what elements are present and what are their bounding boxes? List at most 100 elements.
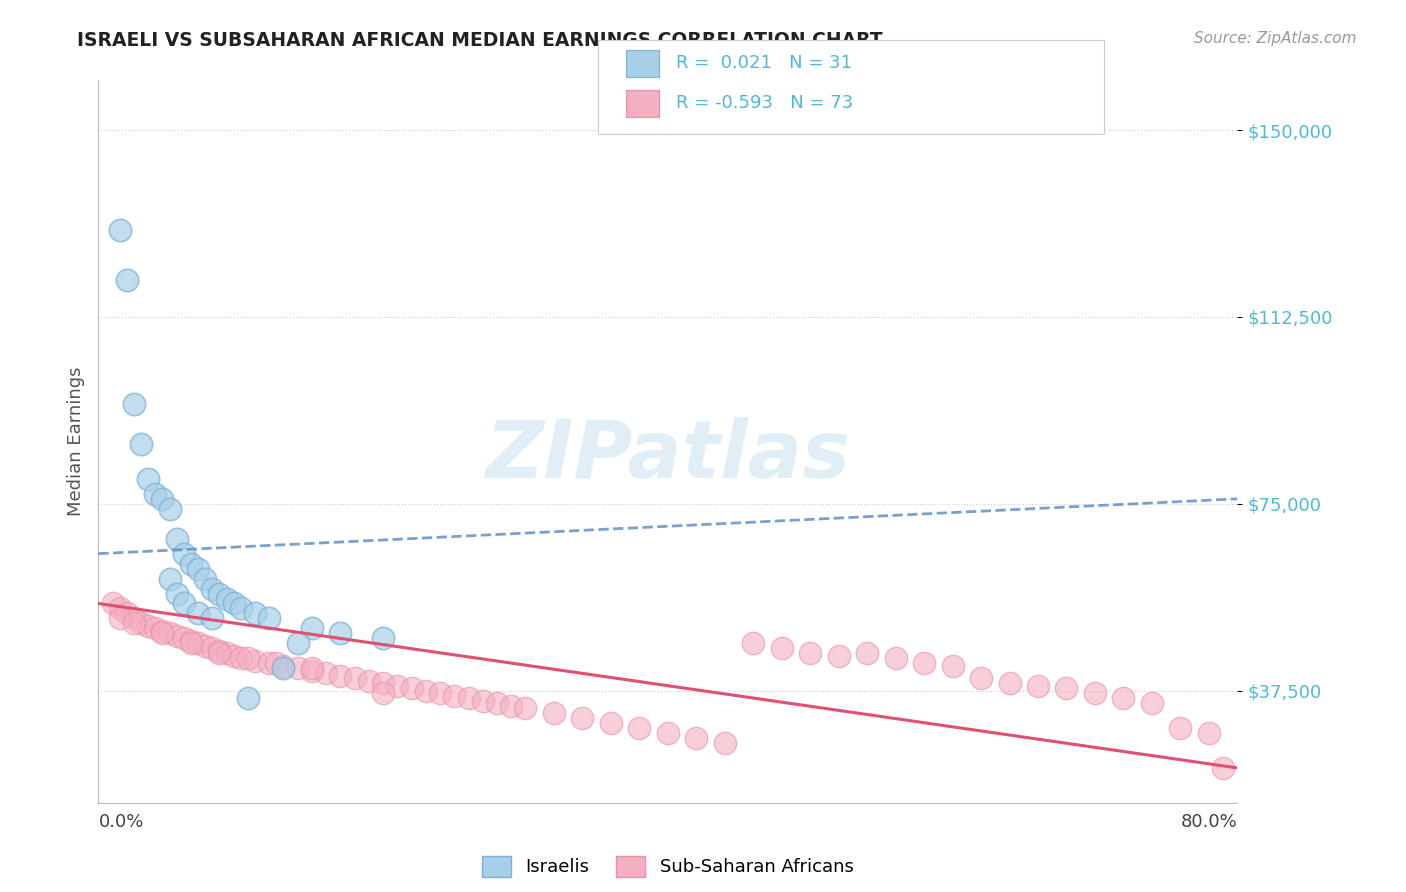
Point bbox=[657, 726, 679, 740]
Point bbox=[371, 632, 394, 646]
Point bbox=[122, 616, 145, 631]
Point bbox=[166, 629, 188, 643]
Point bbox=[1140, 696, 1163, 710]
Point bbox=[828, 648, 851, 663]
Point bbox=[115, 607, 138, 621]
Text: ISRAELI VS SUBSAHARAN AFRICAN MEDIAN EARNINGS CORRELATION CHART: ISRAELI VS SUBSAHARAN AFRICAN MEDIAN EAR… bbox=[77, 31, 883, 50]
Point bbox=[115, 272, 138, 286]
Point bbox=[429, 686, 451, 700]
Point bbox=[187, 607, 209, 621]
Point bbox=[543, 706, 565, 720]
Point bbox=[273, 658, 295, 673]
Point bbox=[201, 611, 224, 625]
Point bbox=[329, 669, 352, 683]
Point bbox=[159, 572, 181, 586]
Point bbox=[770, 641, 793, 656]
Point bbox=[315, 666, 337, 681]
Point bbox=[501, 698, 523, 713]
Point bbox=[1212, 761, 1234, 775]
Point bbox=[387, 679, 409, 693]
Text: Source: ZipAtlas.com: Source: ZipAtlas.com bbox=[1194, 31, 1357, 46]
Point bbox=[108, 223, 131, 237]
Point bbox=[329, 626, 352, 640]
Point bbox=[415, 683, 437, 698]
Point bbox=[159, 501, 181, 516]
Point bbox=[457, 691, 479, 706]
Point bbox=[136, 472, 159, 486]
Point bbox=[273, 661, 295, 675]
Point bbox=[201, 582, 224, 596]
Legend: Israelis, Sub-Saharan Africans: Israelis, Sub-Saharan Africans bbox=[482, 856, 853, 877]
Point bbox=[912, 657, 935, 671]
Point bbox=[259, 657, 281, 671]
Point bbox=[152, 491, 174, 506]
Point bbox=[1112, 691, 1135, 706]
Point bbox=[236, 691, 259, 706]
Text: 80.0%: 80.0% bbox=[1181, 813, 1237, 830]
Text: ZIPatlas: ZIPatlas bbox=[485, 417, 851, 495]
Point bbox=[1084, 686, 1107, 700]
Point bbox=[942, 658, 965, 673]
Point bbox=[194, 572, 217, 586]
Point bbox=[108, 611, 131, 625]
Text: R = -0.593   N = 73: R = -0.593 N = 73 bbox=[676, 95, 853, 112]
Text: 0.0%: 0.0% bbox=[98, 813, 143, 830]
Point bbox=[152, 624, 174, 638]
Point bbox=[970, 671, 993, 685]
Point bbox=[208, 646, 231, 660]
Point bbox=[145, 621, 167, 635]
Point bbox=[515, 701, 537, 715]
Point bbox=[571, 711, 593, 725]
Point bbox=[371, 676, 394, 690]
Point bbox=[166, 532, 188, 546]
Point bbox=[180, 633, 202, 648]
Point bbox=[222, 597, 245, 611]
Point bbox=[215, 646, 238, 660]
Point bbox=[856, 646, 879, 660]
Point bbox=[173, 597, 195, 611]
Point bbox=[173, 547, 195, 561]
Point bbox=[108, 601, 131, 615]
Point bbox=[301, 664, 323, 678]
Point bbox=[287, 636, 309, 650]
Point bbox=[301, 621, 323, 635]
Point bbox=[799, 646, 821, 660]
Point bbox=[243, 607, 266, 621]
Point bbox=[259, 611, 281, 625]
Point bbox=[129, 616, 152, 631]
Point bbox=[1056, 681, 1078, 696]
Point bbox=[180, 636, 202, 650]
Point bbox=[714, 736, 737, 750]
Point bbox=[180, 557, 202, 571]
Point bbox=[884, 651, 907, 665]
Point bbox=[145, 487, 167, 501]
Point bbox=[229, 601, 252, 615]
Point bbox=[1198, 726, 1220, 740]
Point bbox=[101, 597, 124, 611]
Point bbox=[166, 586, 188, 600]
Point bbox=[194, 639, 217, 653]
Point bbox=[998, 676, 1021, 690]
Point bbox=[443, 689, 465, 703]
Text: R =  0.021   N = 31: R = 0.021 N = 31 bbox=[676, 54, 852, 72]
Point bbox=[136, 619, 159, 633]
Point bbox=[187, 561, 209, 575]
Point bbox=[201, 641, 224, 656]
Point bbox=[266, 657, 288, 671]
Point bbox=[129, 437, 152, 451]
Point bbox=[401, 681, 423, 696]
Point bbox=[486, 696, 509, 710]
Point bbox=[173, 632, 195, 646]
Point bbox=[152, 626, 174, 640]
Y-axis label: Median Earnings: Median Earnings bbox=[66, 367, 84, 516]
Point bbox=[215, 591, 238, 606]
Point bbox=[122, 397, 145, 411]
Point bbox=[343, 671, 366, 685]
Point bbox=[208, 586, 231, 600]
Point bbox=[229, 651, 252, 665]
Point bbox=[159, 626, 181, 640]
Point bbox=[208, 644, 231, 658]
Point bbox=[628, 721, 651, 735]
Point bbox=[1026, 679, 1049, 693]
Point bbox=[471, 693, 494, 707]
